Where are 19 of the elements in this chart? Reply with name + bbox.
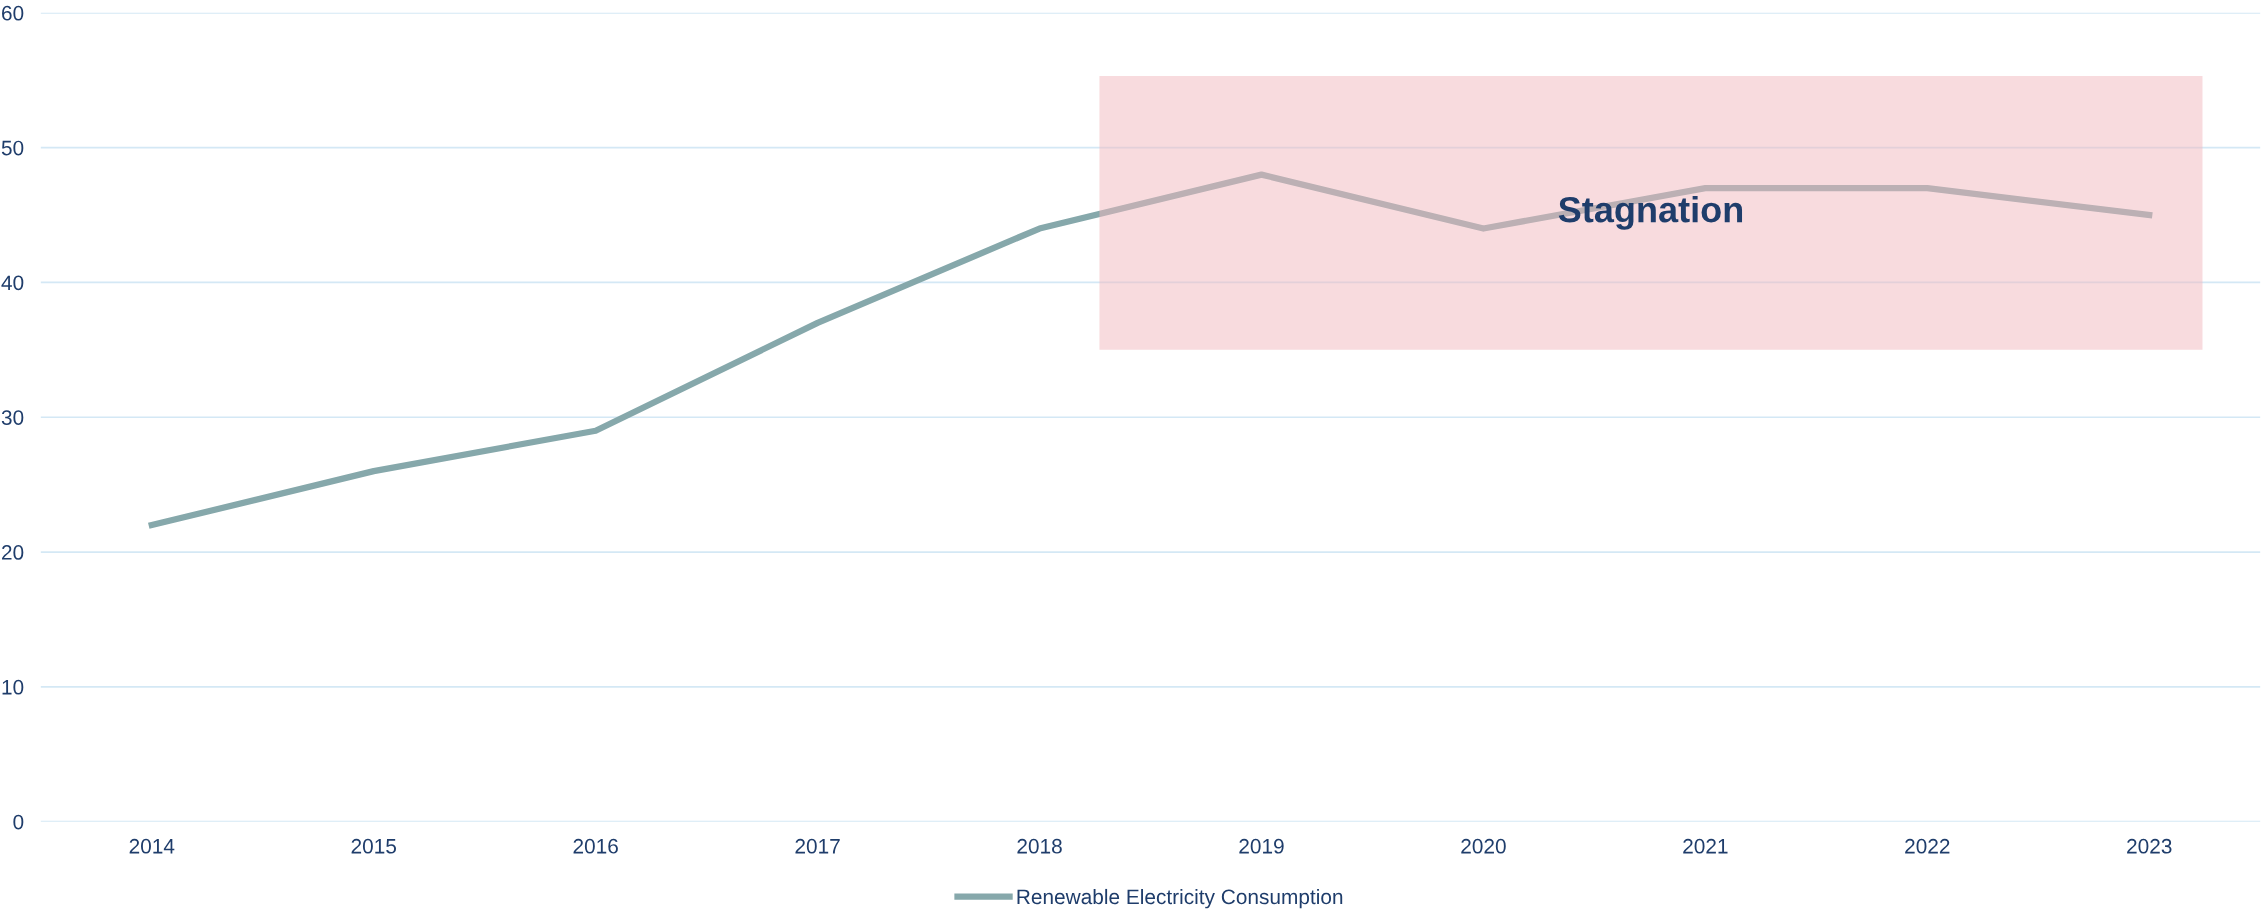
band-label: Stagnation [1558, 195, 1743, 230]
x-tick-label: 2015 [351, 838, 397, 854]
x-tick-label: 2017 [795, 838, 840, 854]
x-tick-label: 2019 [1239, 838, 1284, 854]
y-tick-label: 60 [2, 5, 24, 21]
y-tick-label: 40 [1, 275, 24, 291]
x-tick-label: 2020 [1461, 838, 1506, 854]
legend-label: Renewable Electricity Consumption [1017, 888, 1343, 909]
y-tick-label: 50 [1, 140, 24, 156]
y-tick-label: 20 [2, 545, 24, 560]
y-tick-label: 30 [1, 410, 24, 425]
x-tick-label: 2016 [573, 838, 618, 854]
x-tick-label: 2014 [129, 838, 175, 854]
x-tick-label: 2023 [2127, 838, 2172, 854]
y-tick-label: 0 [13, 814, 24, 830]
y-tick-label: 10 [2, 679, 24, 695]
x-tick-label: 2022 [1905, 838, 1950, 854]
x-tick-label: 2018 [1017, 838, 1062, 854]
x-tick-label: 2021 [1683, 838, 1728, 854]
